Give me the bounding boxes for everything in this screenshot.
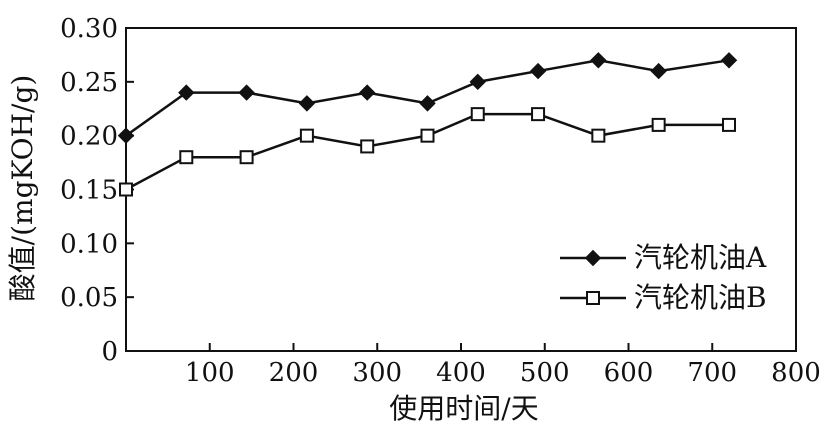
series-line [125, 112, 729, 191]
y-tick-label: 0.30 [60, 14, 118, 44]
legend-entry-2: 汽轮机油B [560, 281, 767, 314]
data-point [722, 117, 736, 132]
x-tick-label: 800 [771, 358, 821, 388]
data-point [650, 62, 667, 80]
x-tick-label: 700 [687, 358, 737, 388]
y-tick-label: 0.10 [60, 229, 118, 259]
data-point [469, 73, 486, 91]
x-tick-label: 500 [520, 358, 570, 388]
x-tick-label: 300 [352, 358, 402, 388]
y-tick-label: 0.05 [60, 283, 118, 313]
y-axis-title: 酸值/(mgKOH/g) [6, 75, 39, 302]
legend-label: 汽轮机油A [634, 241, 767, 274]
x-tick-label: 100 [185, 358, 235, 388]
data-point [238, 84, 255, 101]
axes-layer: 0 0.05 0.10 0.15 0.20 0.25 0.30 100 200 300 400 500… [60, 14, 821, 388]
y-tick-label: 0 [101, 337, 118, 367]
legend: 汽轮机油A 汽轮机油B [560, 241, 767, 314]
legend-marker [584, 249, 602, 267]
data-point [420, 128, 435, 143]
data-point [358, 84, 376, 101]
data-point [119, 182, 133, 197]
data-point [298, 95, 316, 112]
data-point [651, 117, 666, 132]
series-2 [119, 107, 736, 197]
data-point [531, 107, 546, 122]
data-point [529, 62, 547, 80]
y-tick-label: 0.15 [60, 176, 118, 206]
data-point [470, 107, 485, 122]
legend-marker [586, 291, 600, 305]
x-tick-label: 600 [604, 358, 654, 388]
x-tick-label: 400 [436, 358, 486, 388]
series-layer [117, 52, 738, 197]
data-point [239, 150, 254, 165]
x-tick-label: 200 [269, 358, 319, 388]
data-point [299, 128, 314, 143]
data-point [179, 150, 194, 165]
series-1 [117, 52, 738, 144]
legend-entry-1: 汽轮机油A [560, 241, 767, 274]
data-point [117, 127, 135, 144]
y-tick-label: 0.20 [60, 122, 118, 152]
data-point [720, 52, 738, 69]
y-tick-label: 0.25 [60, 68, 118, 98]
x-axis-title: 使用时间/天 [389, 392, 538, 425]
legend-label: 汽轮机油B [634, 281, 767, 314]
data-point [590, 52, 607, 69]
data-point [178, 84, 195, 101]
data-point [591, 128, 606, 143]
data-point [419, 95, 436, 112]
data-point [360, 139, 375, 154]
